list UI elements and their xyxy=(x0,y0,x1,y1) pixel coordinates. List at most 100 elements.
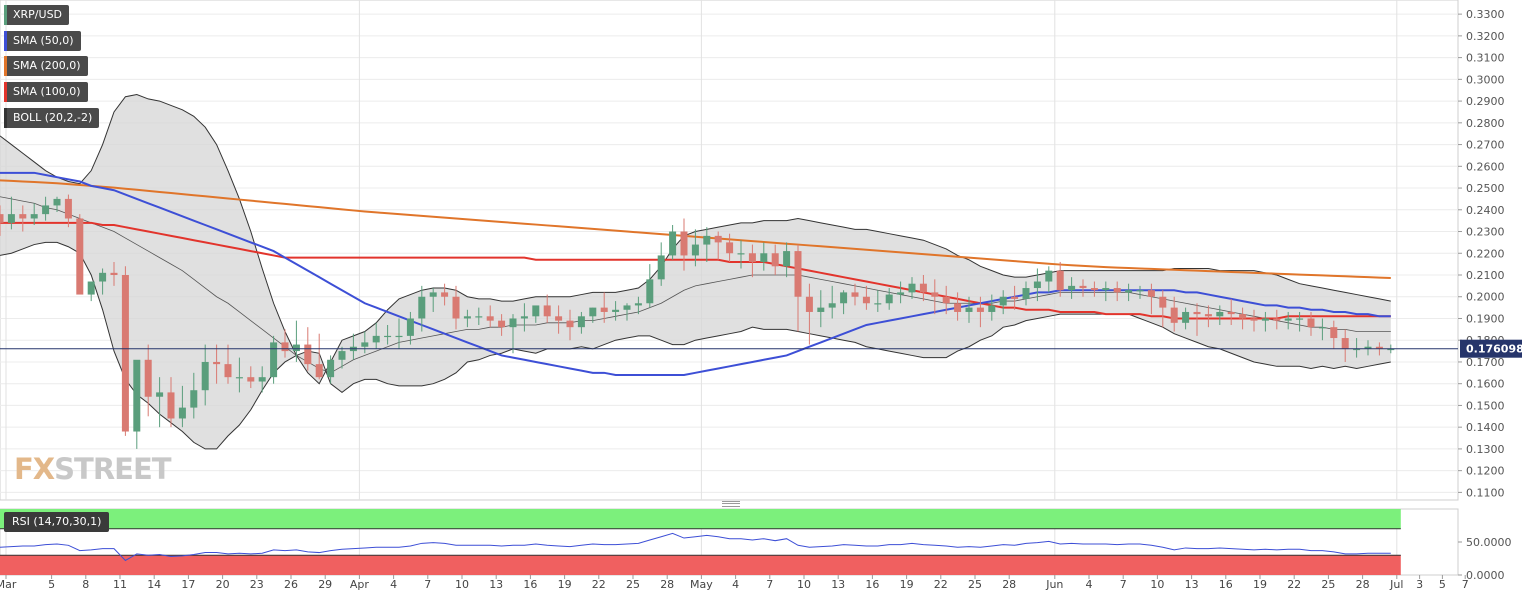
candle-body xyxy=(1182,311,1190,323)
candle-body xyxy=(1318,327,1326,329)
candle-body xyxy=(771,253,779,267)
candle-body xyxy=(805,296,813,312)
candle-body xyxy=(954,303,962,312)
candle-body xyxy=(156,392,164,397)
candle-body xyxy=(1341,338,1349,349)
candle-body xyxy=(361,342,369,347)
date-label: 7 xyxy=(1120,578,1127,591)
candle-body xyxy=(1113,288,1121,293)
candle-body xyxy=(680,231,688,256)
fxstreet-logo: FXSTREET xyxy=(14,452,172,486)
candle-body xyxy=(1022,288,1030,299)
candle-body xyxy=(418,296,426,319)
candle-body xyxy=(87,281,95,295)
date-label: 22 xyxy=(592,578,606,591)
candle-body xyxy=(840,292,848,304)
candles xyxy=(0,194,1395,449)
candle-body xyxy=(64,198,72,219)
price-tick-label: 0.2100 xyxy=(1466,269,1505,282)
candle-body xyxy=(406,318,414,336)
date-label: 7 xyxy=(1462,578,1469,591)
date-label: May xyxy=(690,578,713,591)
price-tick-label: 0.2900 xyxy=(1466,95,1505,108)
candle-body xyxy=(53,198,61,206)
date-label: 29 xyxy=(318,578,332,591)
legend-sma200[interactable]: SMA (200,0) xyxy=(4,56,88,76)
candle-body xyxy=(794,251,802,297)
date-label: 10 xyxy=(1150,578,1164,591)
sma50-line xyxy=(0,171,1391,376)
rsi-overbought-zone xyxy=(0,509,1401,529)
candle-body xyxy=(919,283,927,293)
candle-body xyxy=(7,214,15,223)
candle-body xyxy=(520,316,528,319)
candle-body xyxy=(543,305,551,317)
candle-body xyxy=(783,251,791,267)
candle-body xyxy=(760,253,768,262)
date-label: 28 xyxy=(1002,578,1016,591)
date-label: 10 xyxy=(455,578,469,591)
candle-body xyxy=(532,305,540,317)
date-label: 11 xyxy=(113,578,127,591)
date-label: 19 xyxy=(1253,578,1267,591)
candle-body xyxy=(395,335,403,338)
date-label: 23 xyxy=(250,578,264,591)
candle-body xyxy=(1033,281,1041,289)
candle-body xyxy=(224,364,232,378)
legend-boll[interactable]: BOLL (20,2,-2) xyxy=(4,108,100,128)
candle-body xyxy=(1375,346,1383,349)
rsi-tick-label: 50.0000 xyxy=(1466,536,1512,549)
date-label: 28 xyxy=(660,578,674,591)
price-tick-label: 0.1700 xyxy=(1466,356,1505,369)
price-tick-label: 0.1900 xyxy=(1466,312,1505,325)
date-label: 14 xyxy=(147,578,161,591)
date-label: 19 xyxy=(900,578,914,591)
candle-body xyxy=(292,344,300,352)
price-tick-label: 0.1500 xyxy=(1466,399,1505,412)
legend-pair[interactable]: XRP/USD xyxy=(4,5,70,25)
candle-body xyxy=(509,318,517,328)
candle-body xyxy=(1045,270,1053,282)
date-label: 20 xyxy=(216,578,230,591)
candle-body xyxy=(1068,285,1076,291)
date-label: 8 xyxy=(82,578,89,591)
legend-sma50[interactable]: SMA (50,0) xyxy=(4,31,81,51)
candle-body xyxy=(612,309,620,312)
candle-body xyxy=(429,292,437,297)
candle-body xyxy=(1273,318,1281,321)
rsi-line xyxy=(0,532,1391,562)
candle-body xyxy=(213,361,221,365)
legend-sma100[interactable]: SMA (100,0) xyxy=(4,82,88,102)
candle-body xyxy=(828,303,836,308)
price-tick-label: 0.2300 xyxy=(1466,226,1505,239)
candle-body xyxy=(201,361,209,391)
price-tick-label: 0.3100 xyxy=(1466,52,1505,65)
candle-body xyxy=(19,214,27,219)
current-price-tag xyxy=(1460,339,1522,358)
candle-body xyxy=(452,296,460,319)
candle-body xyxy=(1387,348,1395,351)
legend-rsi[interactable]: RSI (14,70,30,1) xyxy=(4,512,110,532)
date-label: Apr xyxy=(350,578,370,591)
candle-body xyxy=(0,214,4,223)
candle-body xyxy=(1102,288,1110,291)
date-label: 22 xyxy=(1287,578,1301,591)
candle-body xyxy=(691,244,699,256)
price-tick-label: 0.3000 xyxy=(1466,73,1505,86)
date-label: Mar xyxy=(0,578,17,591)
pane-resize-handle[interactable] xyxy=(722,501,740,507)
price-tick-label: 0.2500 xyxy=(1466,182,1505,195)
date-label: 25 xyxy=(1321,578,1335,591)
date-label: 28 xyxy=(1356,578,1370,591)
candle-body xyxy=(441,292,449,297)
price-tick-label: 0.2400 xyxy=(1466,204,1505,217)
candle-body xyxy=(1284,318,1292,321)
price-tick-label: 0.1300 xyxy=(1466,443,1505,456)
price-tick-label: 0.1400 xyxy=(1466,421,1505,434)
candle-body xyxy=(463,316,471,319)
date-label: 5 xyxy=(48,578,55,591)
date-label: 13 xyxy=(489,578,503,591)
date-label: 4 xyxy=(390,578,397,591)
